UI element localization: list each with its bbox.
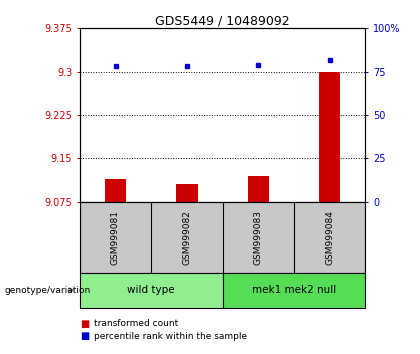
Text: GSM999081: GSM999081 xyxy=(111,210,120,265)
Title: GDS5449 / 10489092: GDS5449 / 10489092 xyxy=(155,14,290,27)
Text: transformed count: transformed count xyxy=(94,319,179,329)
Text: genotype/variation: genotype/variation xyxy=(4,286,90,295)
Text: GSM999084: GSM999084 xyxy=(325,210,334,265)
Bar xyxy=(176,184,198,202)
Bar xyxy=(319,72,340,202)
Text: GSM999082: GSM999082 xyxy=(182,210,192,265)
Text: ■: ■ xyxy=(80,331,89,341)
Text: wild type: wild type xyxy=(127,285,175,295)
Text: ■: ■ xyxy=(80,319,89,329)
Text: percentile rank within the sample: percentile rank within the sample xyxy=(94,332,248,341)
Text: GSM999083: GSM999083 xyxy=(254,210,263,265)
Bar xyxy=(248,176,269,202)
Bar xyxy=(223,273,365,308)
Bar xyxy=(105,179,126,202)
Bar xyxy=(80,273,223,308)
Text: mek1 mek2 null: mek1 mek2 null xyxy=(252,285,336,295)
